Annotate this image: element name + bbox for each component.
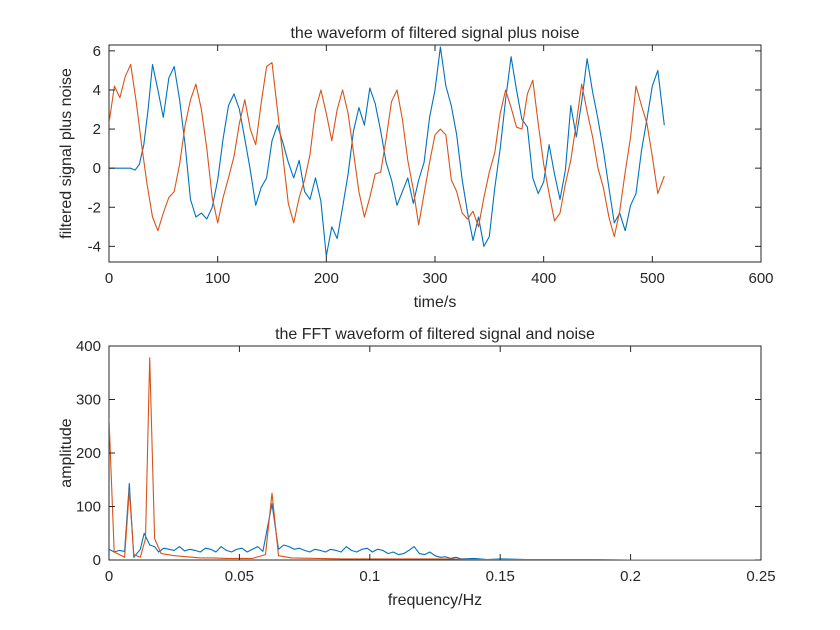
series-line-1 bbox=[109, 46, 665, 257]
x-tick-label: 0.05 bbox=[225, 568, 254, 585]
x-tick-label: 400 bbox=[531, 270, 556, 287]
plot-time-waveform: the waveform of filtered signal plus noi… bbox=[58, 25, 774, 311]
x-tick-label: 0.25 bbox=[746, 568, 775, 585]
x-axis-title: time/s bbox=[414, 294, 457, 311]
x-tick-label: 0 bbox=[105, 270, 113, 287]
x-tick-label: 200 bbox=[314, 270, 339, 287]
y-tick-label: 0 bbox=[93, 552, 101, 569]
plot-title: the waveform of filtered signal plus noi… bbox=[290, 25, 579, 42]
y-tick-label: 6 bbox=[93, 43, 101, 60]
y-tick-label: -2 bbox=[88, 199, 101, 216]
plot-axes-box bbox=[108, 345, 762, 561]
y-tick-label: 100 bbox=[76, 499, 101, 516]
y-tick-label: 300 bbox=[76, 392, 101, 409]
x-tick-label: 0 bbox=[105, 568, 113, 585]
tick-group: 0 0.05 0.1 0.15 0.2 0.25 0 100 200 300 400 bbox=[76, 338, 776, 585]
y-tick-label: 400 bbox=[76, 338, 101, 355]
y-tick-label: 0 bbox=[93, 160, 101, 177]
x-axis-title: frequency/Hz bbox=[388, 592, 482, 609]
x-tick-label: 100 bbox=[205, 270, 230, 287]
x-tick-label: 0.2 bbox=[620, 568, 641, 585]
series-line-2 bbox=[109, 62, 665, 238]
x-tick-label: 300 bbox=[422, 270, 447, 287]
x-tick-label: 600 bbox=[748, 270, 773, 287]
plot-fft-waveform: the FFT waveform of filtered signal and … bbox=[58, 326, 776, 609]
y-tick-label: -4 bbox=[88, 238, 101, 255]
y-axis-title: amplitude bbox=[58, 418, 75, 487]
series-line-1 bbox=[109, 482, 761, 560]
y-tick-label: 2 bbox=[93, 121, 101, 138]
plot-title: the FFT waveform of filtered signal and … bbox=[275, 326, 595, 343]
tick-group: 0 100 200 300 400 500 600 -4 -2 0 2 4 6 bbox=[88, 43, 774, 287]
x-tick-label: 500 bbox=[640, 270, 665, 287]
y-tick-label: 4 bbox=[93, 82, 101, 99]
y-tick-label: 200 bbox=[76, 445, 101, 462]
x-tick-label: 0.15 bbox=[486, 568, 515, 585]
series-group bbox=[109, 357, 761, 560]
x-tick-label: 0.1 bbox=[359, 568, 380, 585]
y-axis-title: filtered signal plus noise bbox=[58, 68, 75, 239]
series-group bbox=[109, 46, 665, 257]
series-line-2 bbox=[109, 357, 761, 560]
